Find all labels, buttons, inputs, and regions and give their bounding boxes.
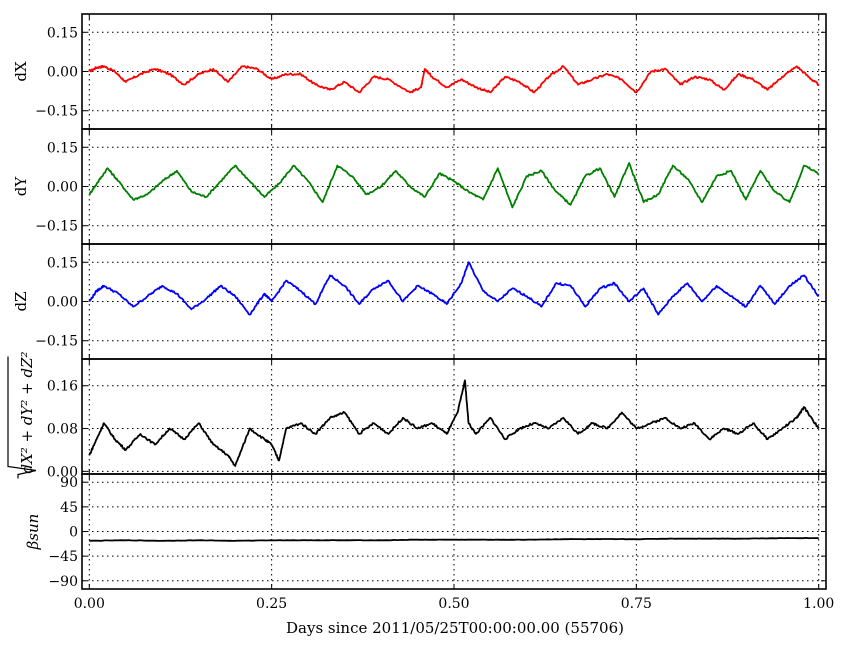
panel-5: −90 −45 0 45 90 βsun	[24, 473, 827, 590]
y-tick-label: −0.15	[35, 104, 78, 120]
y-tick-label: 0.16	[47, 379, 78, 395]
y-tick-label: 45	[60, 500, 78, 516]
y-axis-label: dZ	[12, 291, 30, 311]
panel-frame	[81, 128, 827, 245]
y-tick-label: 0.00	[47, 65, 78, 81]
y-tick-label: −0.15	[35, 219, 78, 235]
y-tick-label: 0.15	[47, 25, 78, 41]
y-axis-label: βsun	[24, 514, 42, 551]
panel-frame	[81, 13, 827, 130]
panel-frame	[81, 473, 827, 590]
x-tick-label: 0.75	[621, 596, 652, 612]
x-axis-ticks: 0.00 0.25 0.50 0.75 1.00	[74, 596, 835, 612]
x-tick-label: 0.00	[74, 596, 105, 612]
series-line-2	[88, 162, 820, 209]
y-tick-label: 0.00	[47, 180, 78, 196]
panel-2: −0.15 0.00 0.15 dY	[12, 128, 827, 245]
x-tick-label: 1.00	[803, 596, 834, 612]
svg-text:dX² + dY² + dZ²: dX² + dY² + dZ²	[18, 351, 36, 473]
panel-3: −0.15 0.00 0.15 dZ	[12, 243, 827, 360]
y-tick-label: −0.15	[35, 334, 78, 350]
panel-4: 0.00 0.08 0.16 dX² + dY² + dZ²	[7, 351, 827, 480]
x-tick-label: 0.50	[438, 596, 469, 612]
y-tick-label: 0.00	[47, 295, 78, 311]
y-tick-label: 0.15	[47, 140, 78, 156]
series-line-5	[89, 537, 819, 542]
x-tick-label: 0.25	[256, 596, 287, 612]
panel-frame	[81, 243, 827, 360]
y-tick-label: 90	[60, 475, 78, 491]
y-tick-label: 0.00	[47, 464, 78, 480]
series-line-3	[88, 261, 820, 316]
panels: −0.150.000.15dX−0.150.000.15dY−0.150.000…	[7, 13, 827, 590]
x-axis-label: Days since 2011/05/25T00:00:00.00 (55706…	[286, 619, 624, 637]
panel-frame	[81, 358, 827, 475]
y-axis-label: dX	[12, 61, 30, 82]
y-tick-label: 0.08	[47, 422, 78, 438]
y-tick-label: −45	[48, 549, 78, 565]
y-tick-label: −90	[48, 574, 78, 590]
y-tick-label: 0.15	[47, 255, 78, 271]
y-axis-label: dX² + dY² + dZ²	[7, 351, 37, 479]
series-line-4	[88, 379, 820, 467]
series-line-1	[88, 65, 820, 94]
y-axis-label: dY	[12, 176, 30, 197]
y-tick-label: 0	[69, 525, 78, 541]
panel-1: −0.15 0.00 0.15 dX	[12, 13, 827, 130]
